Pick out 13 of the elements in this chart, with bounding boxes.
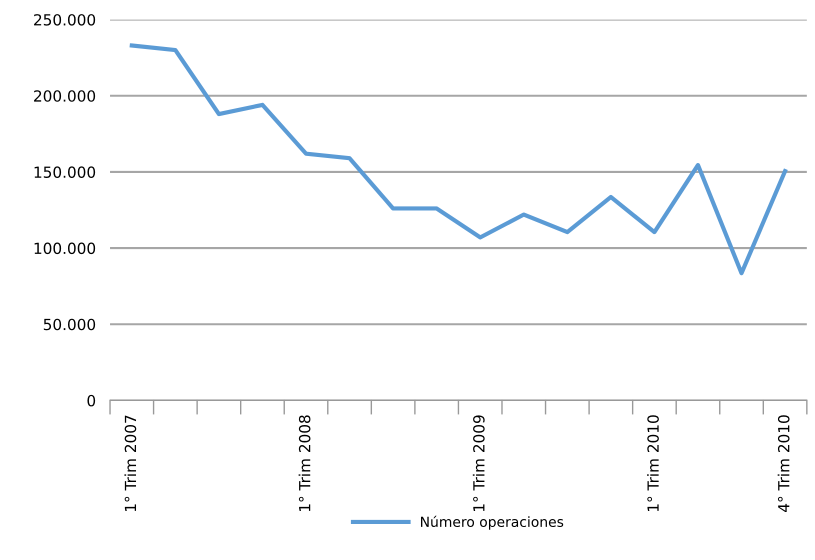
y-tick-label: 200.000 <box>34 90 96 102</box>
y-tick-label: 50.000 <box>44 318 96 330</box>
x-tick-label: 1° Trim 2009 <box>472 415 485 512</box>
x-tick-label: 4° Trim 2010 <box>778 415 790 512</box>
y-tick-label: 250.000 <box>34 14 96 26</box>
legend-label: Número operaciones <box>421 516 564 530</box>
x-tick-label: 1° Trim 2008 <box>298 415 310 512</box>
y-tick-label: 100.000 <box>34 242 96 254</box>
line-series <box>130 43 788 276</box>
x-tick-label: 1° Trim 2007 <box>124 416 136 512</box>
y-tick-label: 150.000 <box>34 166 96 178</box>
y-tick-label: 0 <box>87 394 96 406</box>
x-tick-label: 1° Trim 2010 <box>647 415 659 512</box>
